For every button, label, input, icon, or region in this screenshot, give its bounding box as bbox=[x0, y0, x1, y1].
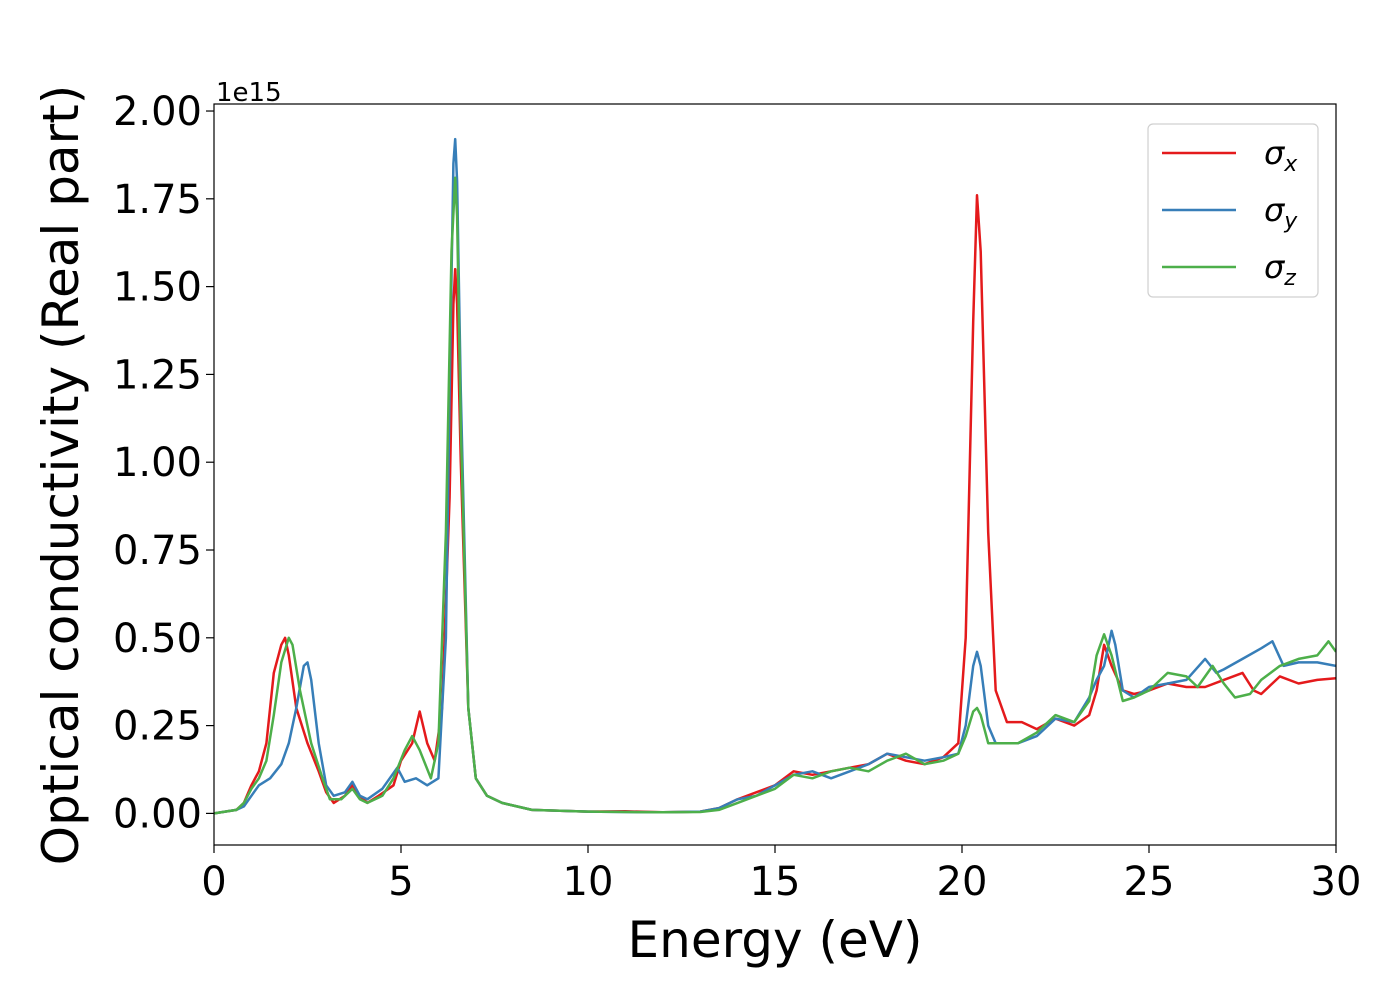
x-tick-label: 5 bbox=[388, 859, 413, 905]
y-tick-label: 0.25 bbox=[113, 704, 202, 750]
legend: σx σy σz bbox=[1147, 123, 1319, 298]
series-line-z bbox=[214, 176, 1336, 815]
x-tick-label: 0 bbox=[201, 859, 226, 905]
y-tick-label: 1.75 bbox=[113, 177, 202, 223]
y-tick-label: 1.50 bbox=[113, 265, 202, 311]
x-tick-label: 30 bbox=[1311, 859, 1362, 905]
y-tick-label: 0.50 bbox=[113, 616, 202, 662]
y-tick-label: 1.00 bbox=[113, 440, 202, 486]
x-tick-label: 25 bbox=[1124, 859, 1175, 905]
y-axis-label: Optical conductivity (Real part) bbox=[32, 85, 90, 866]
series-layer bbox=[214, 137, 1336, 815]
y-tick-label: 1.25 bbox=[113, 352, 202, 398]
y-tick-label: 0.00 bbox=[113, 791, 202, 837]
x-tick-label: 20 bbox=[937, 859, 988, 905]
x-axis-label: Energy (eV) bbox=[628, 911, 923, 969]
y-tick-label: 2.00 bbox=[113, 89, 202, 135]
legend-label-z: σz bbox=[1264, 248, 1296, 291]
y-tick-label: 0.75 bbox=[113, 528, 202, 574]
y-offset-label: 1e15 bbox=[216, 78, 282, 108]
x-tick-label: 15 bbox=[750, 859, 801, 905]
legend-label-y: σy bbox=[1264, 191, 1298, 234]
legend-label-x: σx bbox=[1264, 134, 1298, 177]
y-axis: 0.00 0.25 0.50 0.75 1.00 1.25 1.50 1.75 2.00 bbox=[113, 89, 214, 837]
x-tick-label: 10 bbox=[563, 859, 614, 905]
x-axis: 0 5 10 15 20 25 30 bbox=[201, 845, 1361, 905]
